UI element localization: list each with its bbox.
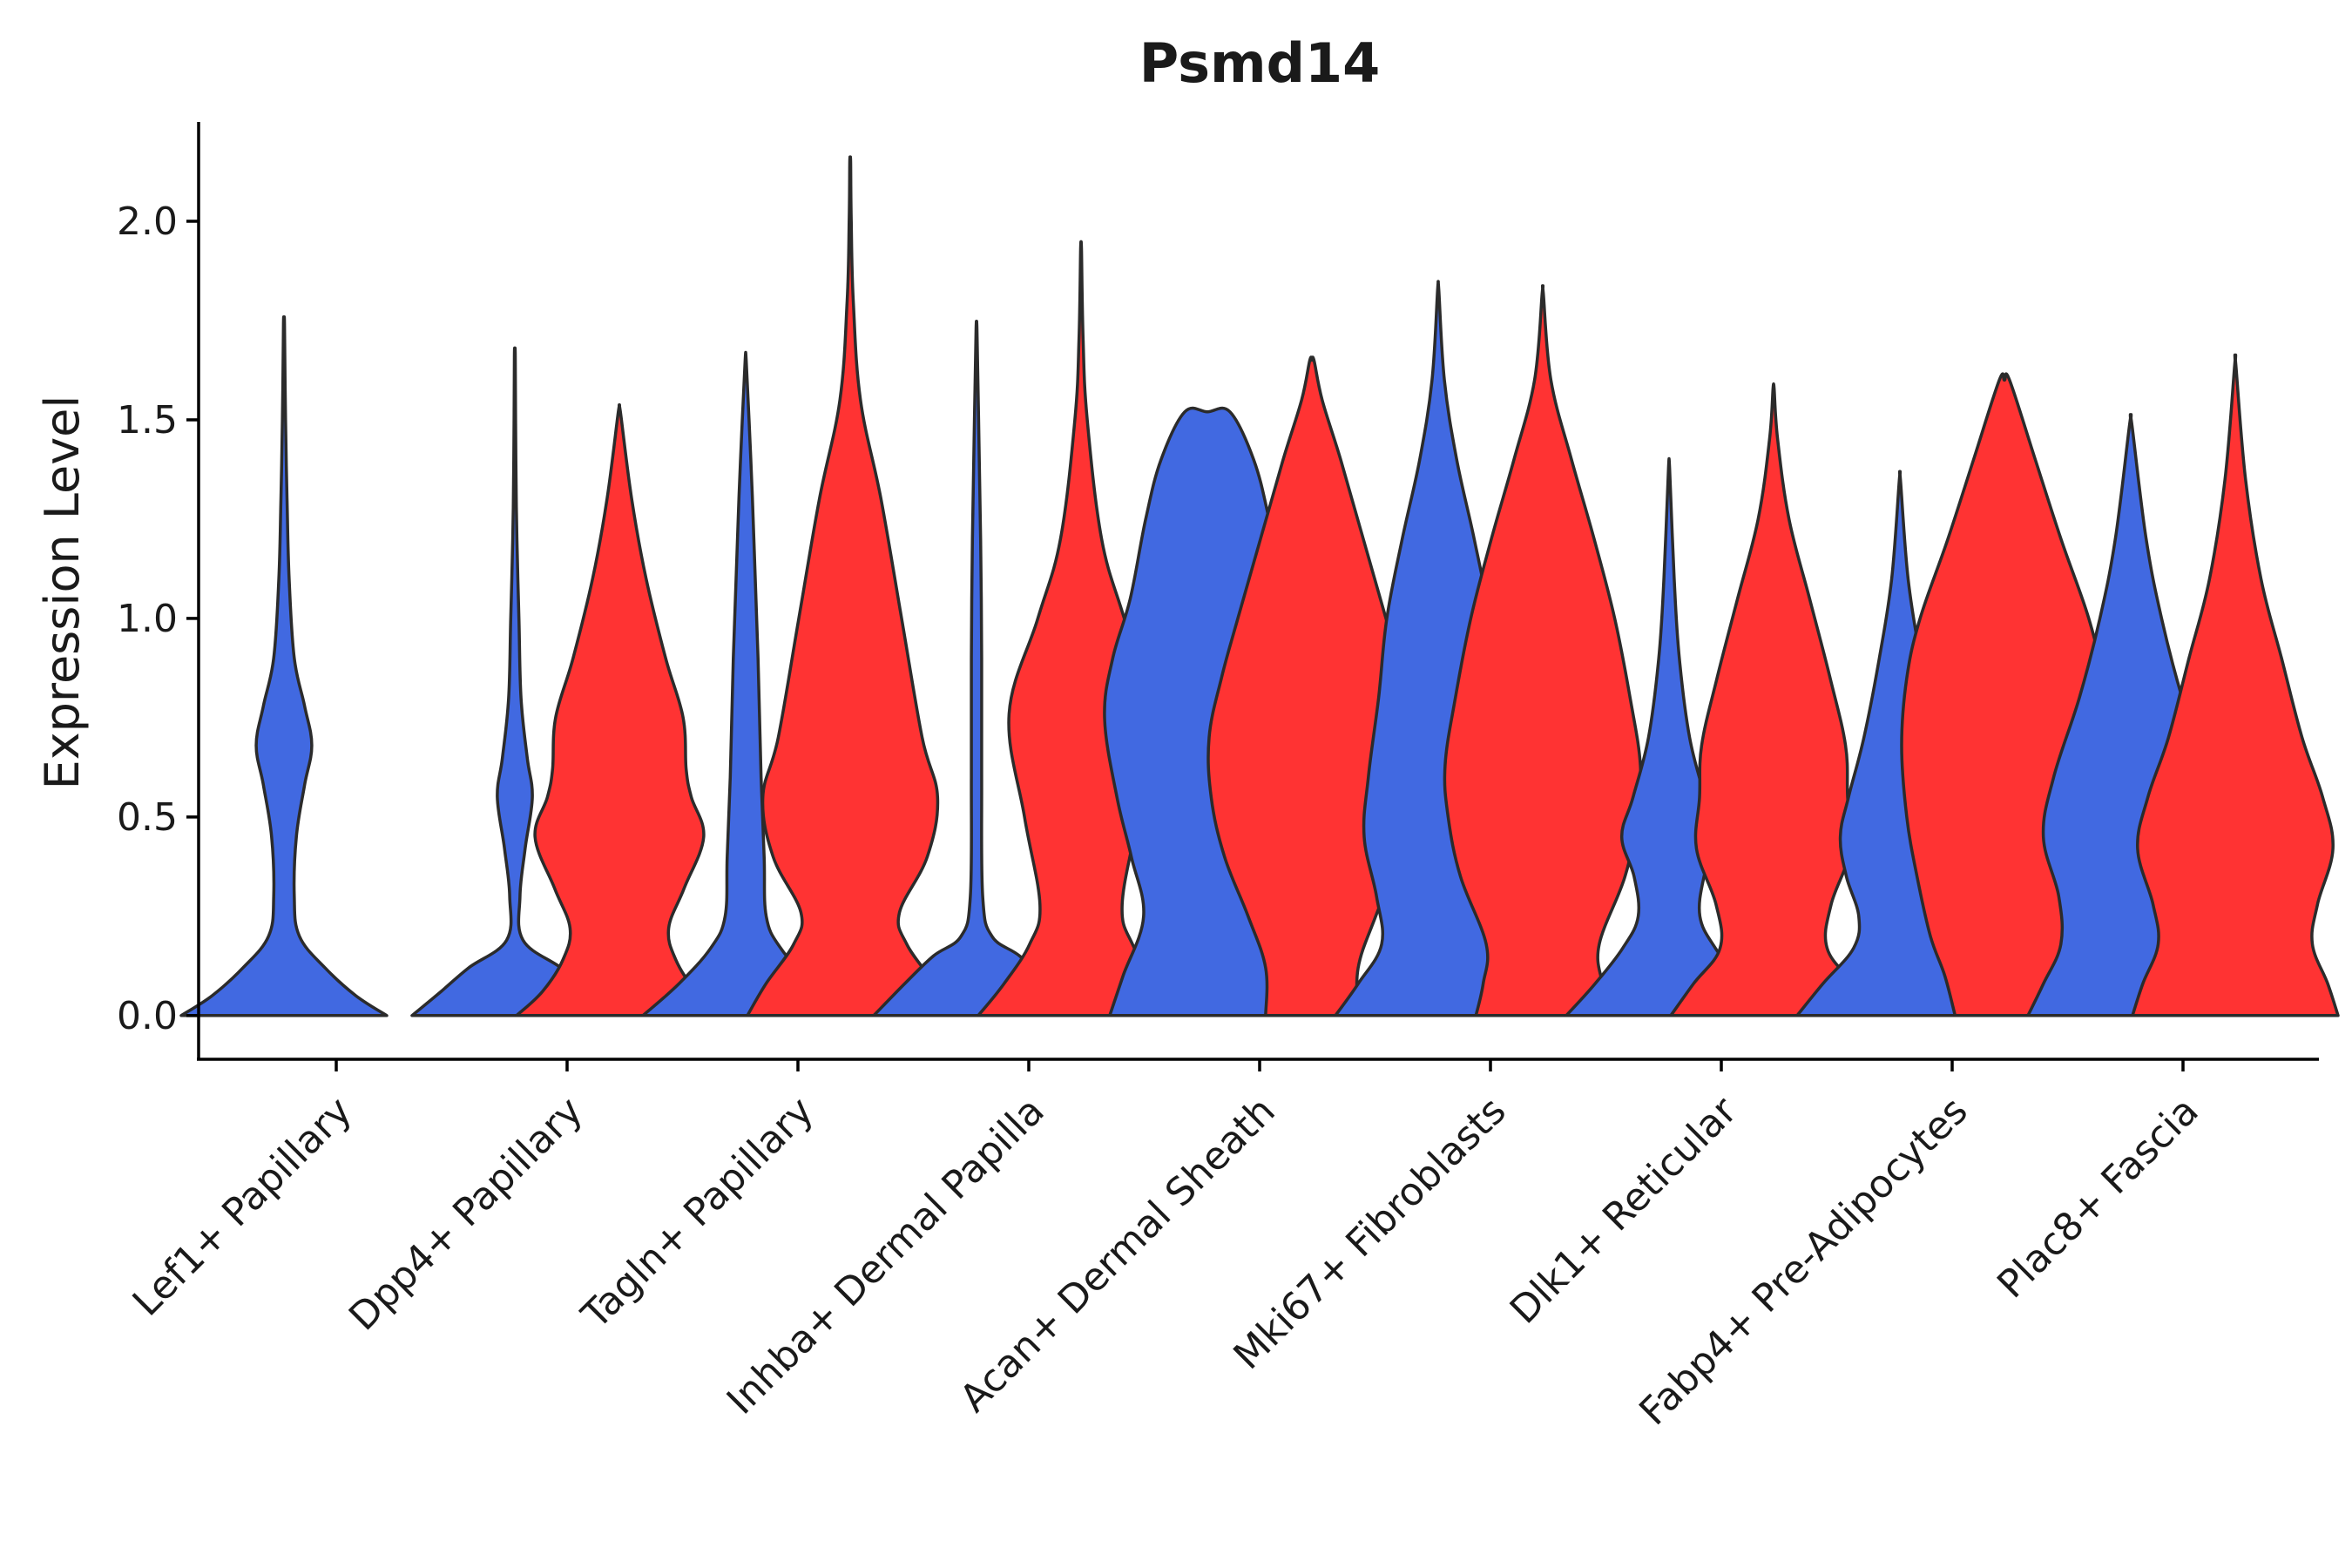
y-ticks: 0.0 0.5 1.0 1.5 2.0 bbox=[117, 199, 199, 1038]
y-axis-label: Expression Level bbox=[35, 395, 90, 790]
violin-group2-cat-8 bbox=[2131, 353, 2340, 1017]
violin-group2-cat-1 bbox=[515, 403, 724, 1017]
y-tick-label: 2.0 bbox=[117, 199, 178, 244]
y-tick-label: 1.5 bbox=[117, 398, 178, 443]
axes bbox=[197, 122, 2319, 1061]
violin-group1-cat-1 bbox=[410, 346, 619, 1017]
violin-group1-cat-2 bbox=[641, 350, 850, 1017]
x-tick-label: Lef1+ Papillary bbox=[125, 1089, 361, 1325]
x-tick-label: Dlk1+ Reticular bbox=[1502, 1088, 1747, 1333]
violin-layer bbox=[179, 155, 2340, 1017]
violin-group1-cat-3 bbox=[872, 320, 1081, 1017]
chart-title: Psmd14 bbox=[1139, 31, 1381, 95]
y-tick-label: 0.5 bbox=[117, 795, 178, 840]
x-tick-label: Plac8+ Fascia bbox=[1989, 1089, 2207, 1308]
x-tick-label: Tagln+ Papillary bbox=[573, 1089, 822, 1338]
violin-group1-cat-0 bbox=[179, 315, 389, 1017]
y-tick-label: 0.0 bbox=[117, 994, 178, 1038]
y-tick-label: 1.0 bbox=[117, 597, 178, 641]
violin-group2-cat-2 bbox=[746, 155, 955, 1017]
x-tick-label: Dpp4+ Papillary bbox=[341, 1089, 591, 1340]
violin-group2-cat-5 bbox=[1443, 284, 1643, 1017]
